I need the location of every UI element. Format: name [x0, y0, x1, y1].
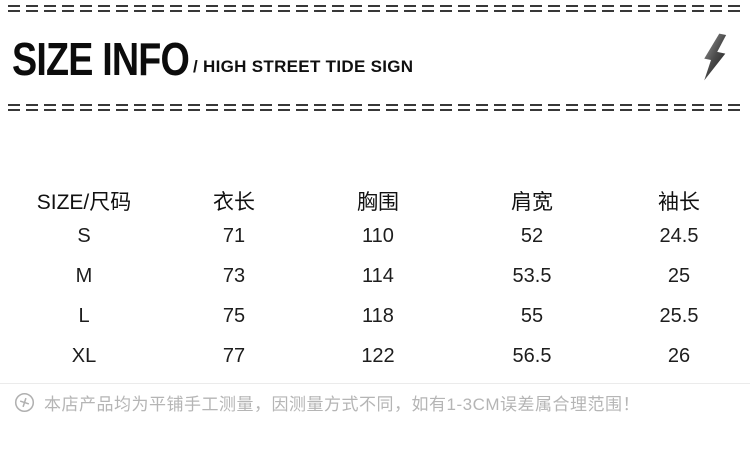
- table-row-m: M 73 114 53.5 25: [0, 256, 750, 296]
- cell-value: 24.5: [659, 224, 699, 247]
- column-header-shoulder: 肩宽: [511, 191, 553, 214]
- dashed-divider-middle: [8, 104, 742, 111]
- cell-value: 52: [520, 224, 544, 247]
- table-row-s: S 71 110 52 24.5: [0, 216, 750, 256]
- cell-value: 25: [667, 264, 691, 287]
- cell-value: 56.5: [512, 344, 552, 367]
- cell-value: 25.5: [659, 304, 699, 327]
- cell-value: 73: [222, 264, 246, 287]
- column-header-chest: 胸围: [357, 191, 399, 214]
- circled-plus-pencil-icon: [14, 392, 35, 413]
- cell-value: 110: [362, 224, 394, 247]
- table-row-xl: XL 77 122 56.5 26: [0, 336, 750, 376]
- size-label: S: [77, 224, 91, 247]
- footnote-divider: [0, 383, 750, 384]
- column-header-sleeve: 袖长: [658, 191, 700, 214]
- cell-value: 71: [222, 224, 246, 247]
- cell-value: 118: [362, 304, 394, 327]
- cell-value: 77: [222, 344, 246, 367]
- cell-value: 55: [520, 304, 544, 327]
- cell-value: 26: [667, 344, 691, 367]
- size-table-body: S 71 110 52 24.5 M 73 114 53.5 25 L 75 1…: [0, 216, 750, 376]
- footnote-text: 本店产品均为平铺手工测量，因测量方式不同，如有1-3CM误差属合理范围！: [44, 395, 641, 414]
- size-label: M: [75, 264, 93, 287]
- cell-value: 114: [362, 264, 394, 287]
- cell-value: 122: [361, 344, 395, 367]
- table-row-l: L 75 118 55 25.5: [0, 296, 750, 336]
- cell-value: 53.5: [512, 264, 552, 287]
- cell-value: 75: [222, 304, 246, 327]
- footnote: 本店产品均为平铺手工测量，因测量方式不同，如有1-3CM误差属合理范围！: [14, 390, 640, 415]
- size-label: L: [78, 304, 90, 327]
- table-header-row: SIZE/尺码 衣长 胸围 肩宽 袖长: [0, 181, 750, 221]
- page-title: SIZE INFO: [12, 33, 190, 85]
- lightning-bolt-icon: [704, 33, 727, 81]
- size-table-header: SIZE/尺码 衣长 胸围 肩宽 袖长: [0, 181, 750, 221]
- size-label: XL: [71, 344, 97, 367]
- column-header-size: SIZE/尺码: [36, 191, 132, 214]
- page-subtitle: / HIGH STREET TIDE SIGN: [193, 57, 414, 76]
- dashed-divider-top: [8, 5, 742, 12]
- header: SIZE INFO / HIGH STREET TIDE SIGN: [12, 33, 413, 85]
- column-header-length: 衣长: [213, 191, 255, 214]
